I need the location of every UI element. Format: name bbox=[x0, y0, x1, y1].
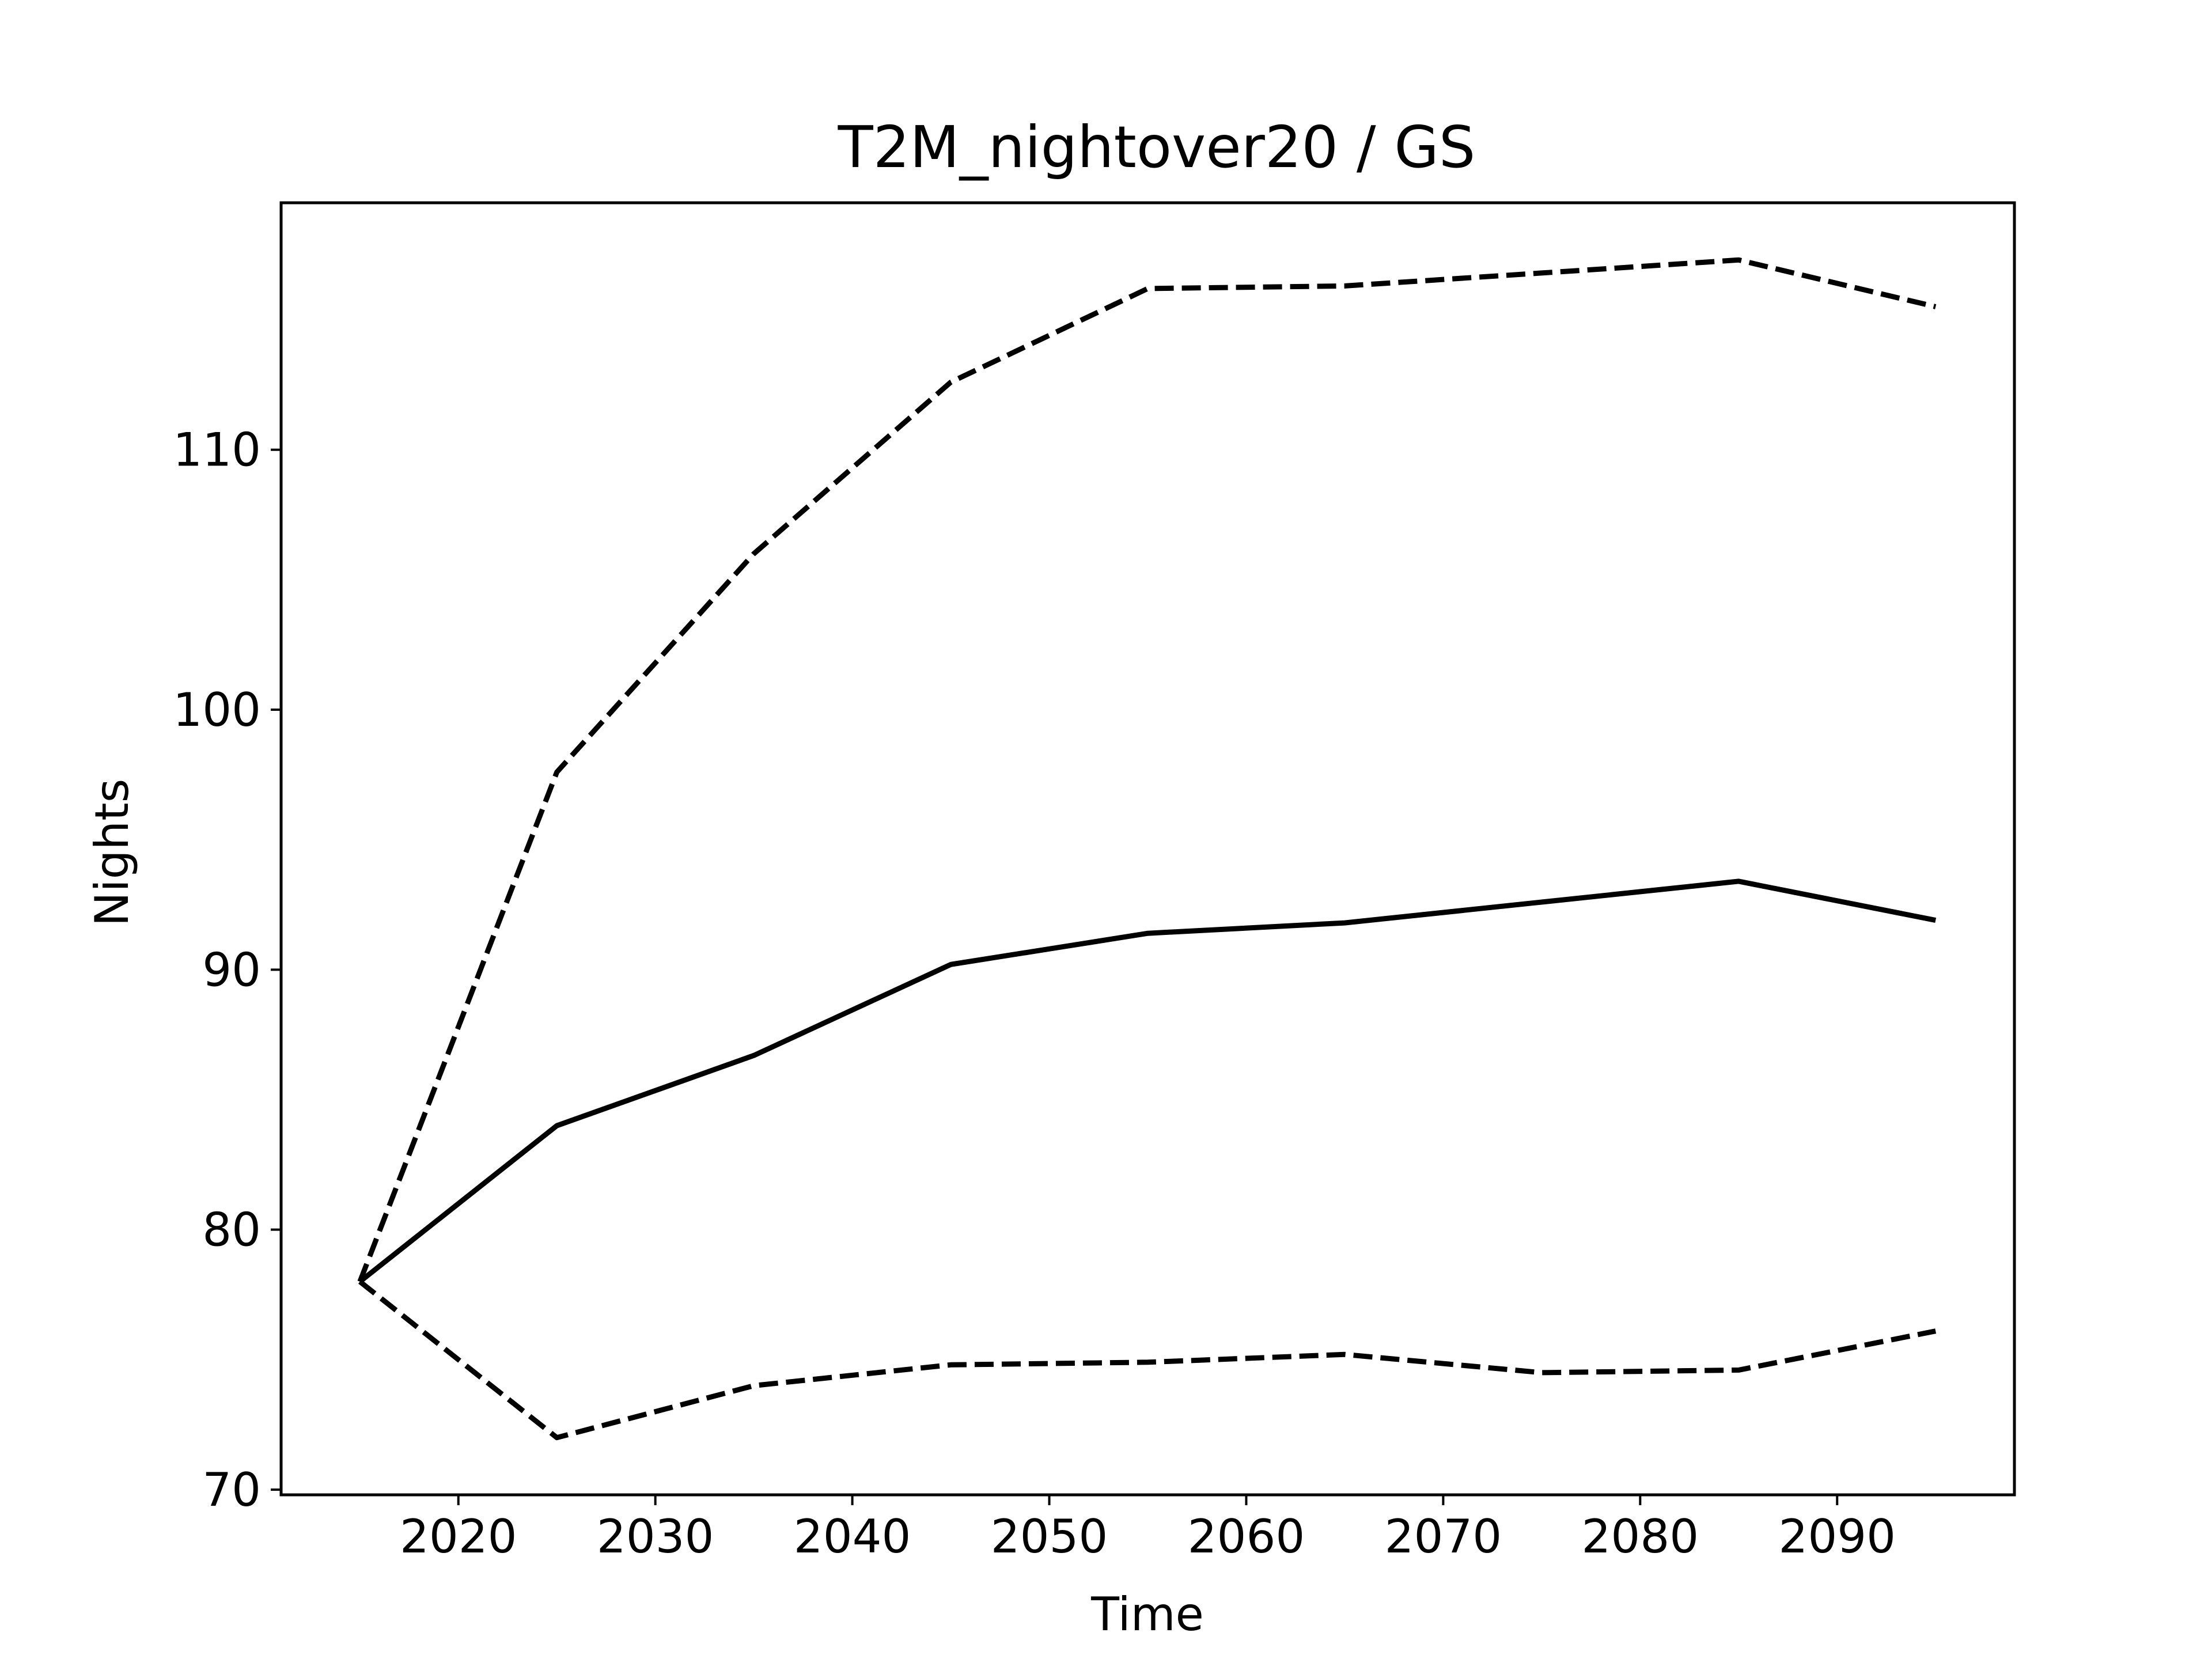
y-axis-ticks: 70 80 90 100 110 bbox=[173, 423, 281, 1517]
x-tick-label: 2090 bbox=[1778, 1510, 1896, 1563]
y-axis-label: Nights bbox=[85, 779, 139, 927]
series-line-3 bbox=[358, 1279, 1937, 1441]
x-tick-label: 2050 bbox=[991, 1510, 1108, 1563]
x-tick-label: 2030 bbox=[597, 1510, 714, 1563]
y-tick-label: 110 bbox=[173, 423, 261, 477]
y-tick-label: 80 bbox=[202, 1203, 261, 1257]
y-tick-label: 100 bbox=[173, 683, 261, 737]
plot-frame bbox=[279, 201, 2016, 1497]
x-tick-label: 2040 bbox=[794, 1510, 911, 1563]
y-tick-label: 70 bbox=[202, 1463, 261, 1517]
x-tick-label: 2020 bbox=[400, 1510, 517, 1563]
y-tick-label: 90 bbox=[202, 943, 261, 997]
x-axis-label: Time bbox=[1090, 1588, 1204, 1641]
x-axis-ticks: 2020 2030 2040 2050 2060 2070 2080 2090 bbox=[400, 1495, 1896, 1563]
series-line-2 bbox=[358, 878, 1937, 1284]
x-tick-label: 2060 bbox=[1188, 1510, 1305, 1563]
x-tick-label: 2080 bbox=[1582, 1510, 1699, 1563]
x-tick-label: 2070 bbox=[1385, 1510, 1502, 1563]
series-layer bbox=[357, 257, 1937, 1441]
chart-title: T2M_nightover20 / GS bbox=[838, 113, 1476, 181]
series-line-1 bbox=[357, 257, 1937, 1283]
